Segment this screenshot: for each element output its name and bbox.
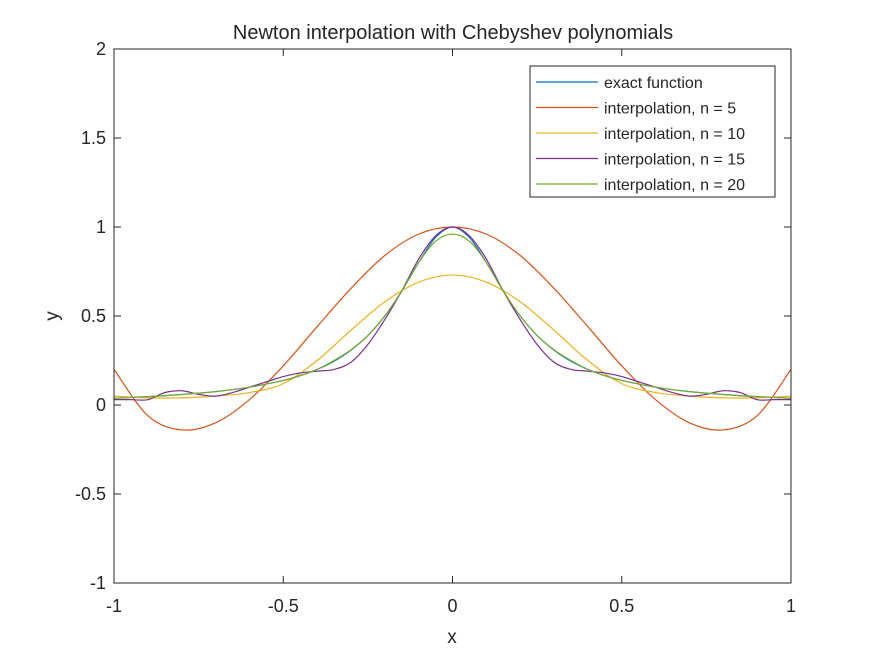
legend-entries: exact function interpolation, n = 5 interp…	[536, 75, 745, 194]
x-axis-label: x	[447, 627, 457, 648]
series-layer	[114, 226, 791, 431]
series-line-3	[114, 226, 791, 401]
y-tick-label: -0.5	[75, 484, 106, 504]
series-line-2	[114, 274, 791, 399]
plot-frame	[113, 48, 792, 584]
x-tick-label: 1	[786, 596, 796, 616]
y-tick-label: 1	[96, 217, 106, 237]
x-tick-label: 0.5	[609, 596, 634, 616]
ticks-layer: -1 -0.5 0 0.5 1 -1 -0.5 0 0.5 1 1.5 2	[75, 39, 796, 616]
chart-title: Newton interpolation with Chebyshev poly…	[233, 22, 673, 44]
legend-box	[529, 65, 776, 198]
y-tick-label: 0.5	[81, 306, 106, 326]
legend-label-3: interpolation, n = 15	[604, 152, 745, 169]
y-tick-label: 0	[96, 395, 106, 415]
series-line-4	[114, 233, 791, 399]
legend-label-4: interpolation, n = 20	[604, 177, 745, 194]
legend-label-2: interpolation, n = 10	[604, 126, 745, 143]
y-tick-label: -1	[90, 573, 106, 593]
legend-label-0: exact function	[604, 75, 703, 92]
y-axis-label: y	[42, 311, 63, 321]
x-tick-label: 0	[447, 596, 457, 616]
y-tick-label: 2	[96, 39, 106, 59]
x-tick-label: -1	[106, 596, 122, 616]
y-tick-label: 1.5	[81, 128, 106, 148]
x-tick-label: -0.5	[268, 596, 299, 616]
legend: exact function interpolation, n = 5 interp…	[529, 65, 776, 198]
legend-label-1: interpolation, n = 5	[604, 101, 736, 118]
